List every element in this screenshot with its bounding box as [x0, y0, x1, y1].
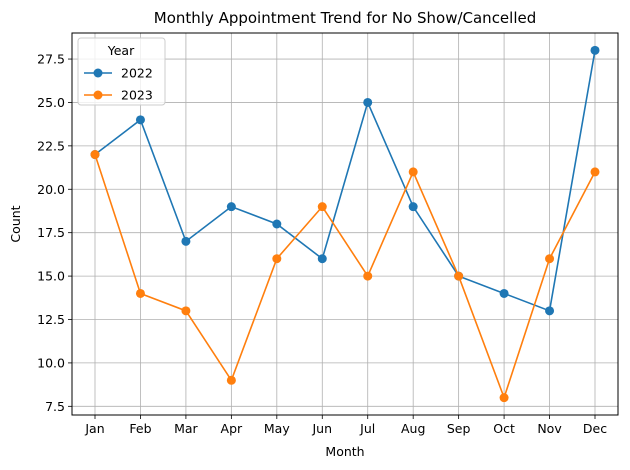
y-tick-label: 17.5	[37, 225, 65, 240]
y-tick-label: 27.5	[37, 52, 65, 67]
y-tick-label: 7.5	[45, 399, 65, 414]
data-point-2023	[590, 167, 600, 177]
x-tick-label: Oct	[493, 421, 515, 436]
data-point-2022	[499, 288, 509, 298]
x-tick-label: Dec	[583, 421, 607, 436]
legend-label-2023: 2023	[121, 88, 153, 103]
data-point-2022	[272, 219, 282, 229]
data-point-2022	[317, 254, 327, 264]
data-point-2023	[90, 150, 100, 160]
data-point-2022	[181, 236, 191, 246]
data-point-2022	[363, 97, 373, 107]
x-tick-label: May	[264, 421, 290, 436]
series-line-2023	[94, 154, 596, 401]
data-point-2023	[226, 375, 236, 385]
x-tick-label: Aug	[401, 421, 425, 436]
series-layer	[90, 45, 600, 403]
data-point-2023	[499, 393, 509, 403]
plot-frame	[71, 32, 619, 416]
data-point-2023	[408, 167, 418, 177]
legend-marker-2023	[93, 90, 103, 100]
x-tick-label: Jun	[312, 421, 333, 436]
grid	[72, 33, 618, 415]
data-point-2023	[545, 254, 555, 264]
data-point-2023	[181, 306, 191, 316]
y-tick-label: 25.0	[37, 95, 65, 110]
y-tick-label: 20.0	[37, 182, 65, 197]
x-tick-label: Jul	[359, 421, 375, 436]
data-point-2022	[135, 115, 145, 125]
data-point-2023	[135, 288, 145, 298]
legend-marker-2022	[93, 68, 103, 78]
data-point-2023	[363, 271, 373, 281]
x-tick-label: Nov	[537, 421, 562, 436]
y-tick-label: 22.5	[37, 138, 65, 153]
y-axis-label: Count	[8, 205, 23, 242]
legend: Year 2022 2023	[77, 37, 166, 106]
data-point-2023	[317, 202, 327, 212]
legend-box	[77, 37, 166, 106]
axis-ticks: Jan Feb Mar Apr May Jun Jul Aug Sep Oct Nov Dec 7.5 1…	[37, 52, 607, 436]
data-point-2022	[226, 202, 236, 212]
data-point-2022	[590, 45, 600, 55]
data-point-2022	[408, 202, 418, 212]
legend-label-2022: 2022	[121, 66, 153, 81]
x-tick-label: Mar	[174, 421, 198, 436]
x-tick-label: Sep	[447, 421, 471, 436]
y-tick-label: 12.5	[37, 312, 65, 327]
x-tick-label: Jan	[84, 421, 104, 436]
x-tick-label: Apr	[221, 421, 243, 436]
y-tick-label: 15.0	[37, 269, 65, 284]
y-tick-label: 10.0	[37, 355, 65, 370]
data-point-2023	[272, 254, 282, 264]
series-line-2022	[94, 50, 596, 312]
x-tick-label: Feb	[129, 421, 151, 436]
legend-title: Year	[107, 43, 135, 58]
data-point-2022	[545, 306, 555, 316]
data-point-2023	[454, 271, 464, 281]
x-axis-label: Month	[325, 444, 364, 459]
chart-title: Monthly Appointment Trend for No Show/Ca…	[154, 9, 537, 27]
